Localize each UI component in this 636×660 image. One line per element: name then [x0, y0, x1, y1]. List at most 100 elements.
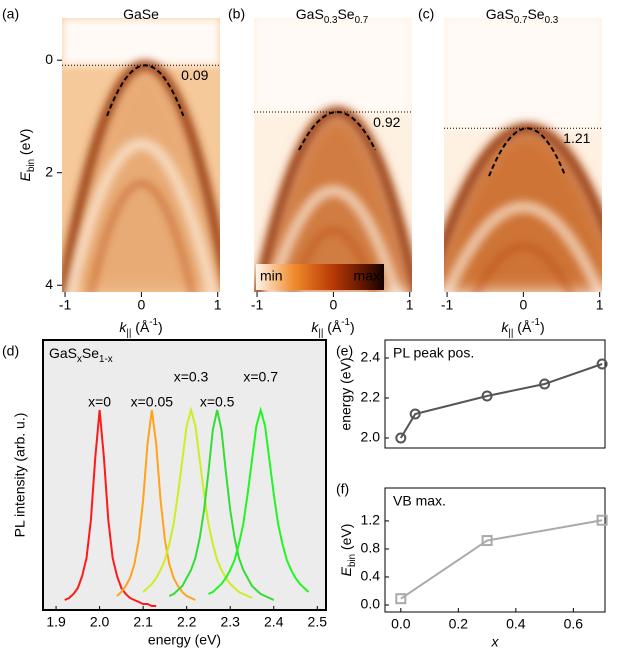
y-tick-label: 2.4: [361, 349, 381, 365]
panel-label: (b): [228, 6, 245, 22]
point: [481, 535, 493, 547]
panel-title-part: x: [77, 354, 82, 365]
arpes-image: [62, 18, 220, 292]
x-tick-label: -1: [59, 297, 72, 313]
x-tick-label: 0.2: [449, 616, 469, 632]
x-tick-label: 1: [406, 297, 414, 313]
x-tick-label: 0: [519, 297, 527, 313]
panel-label: (d): [2, 343, 19, 359]
image-top: [254, 18, 412, 112]
x-axis-label-part: ): [350, 319, 355, 335]
x-tick-label: 0.0: [391, 616, 411, 632]
panel-label: (f): [336, 481, 349, 497]
panel-title-part: Se: [82, 345, 99, 361]
point: [596, 514, 608, 526]
panel-title-part: Se: [337, 6, 354, 22]
y-tick-label: 2.2: [361, 389, 381, 405]
panel-title-part: 0.3: [324, 15, 338, 26]
x-tick-label: 2.3: [220, 614, 240, 630]
series-line: [399, 363, 603, 439]
x-tick-label: 0.4: [506, 616, 526, 632]
series-line: [168, 409, 275, 601]
y-axis-label-part: bin: [347, 554, 358, 567]
series-label: x=0: [88, 394, 111, 410]
panel-label: (e): [336, 343, 353, 359]
x-axis-label-part: -1: [531, 317, 540, 328]
y-tick-label: 0: [45, 51, 53, 67]
x-tick-label: 2.1: [133, 614, 153, 630]
panel-title-part: GaS: [486, 6, 514, 22]
band-inner: [444, 201, 602, 292]
vbm-label: 1.21: [563, 130, 590, 146]
band-fill: [62, 65, 220, 292]
y-tick-label: 1.2: [361, 512, 381, 528]
panel-title-part: GaSe: [123, 6, 159, 22]
x-axis-label-part: ||: [126, 328, 131, 339]
series-label: x=0.7: [243, 369, 278, 385]
panel-title: GaS0.3Se0.7: [296, 6, 368, 26]
series-line: [400, 519, 603, 600]
panel-title: GaSe: [123, 6, 159, 22]
x-axis-label-part: (Å: [131, 319, 150, 335]
colorbar-label: max: [354, 268, 380, 284]
series-label: x=0.05: [131, 394, 174, 410]
panel-title-part: Se: [527, 6, 544, 22]
band-inner: [64, 137, 219, 292]
vbm-fit: [106, 64, 185, 117]
x-axis-label: k|| (Å-1): [501, 317, 544, 339]
x-axis-label: k|| (Å-1): [311, 317, 354, 339]
y-axis-label-part: bin: [26, 159, 37, 172]
vbm-label: 0.09: [181, 67, 208, 83]
x-tick-label: 1.9: [46, 614, 66, 630]
panel-title: GaSxSe1-x: [49, 345, 113, 365]
x-axis-label-part: -1: [149, 317, 158, 328]
x-tick-label: 1: [214, 297, 222, 313]
image-top: [62, 18, 220, 66]
y-axis-label: Ebin (eV): [17, 129, 37, 182]
x-tick-label: 0: [329, 297, 337, 313]
panel-title-part: GaS: [296, 6, 324, 22]
vbm-fit: [298, 110, 377, 151]
x-axis-label: k|| (Å-1): [119, 317, 162, 339]
colorbar: [256, 264, 384, 290]
x-tick-label: 2.0: [90, 614, 110, 630]
y-axis-label-part: E: [338, 566, 354, 576]
x-tick-label: 2.4: [264, 614, 284, 630]
band-lower: [87, 180, 195, 292]
panel-title-part: 0.7: [514, 15, 528, 26]
point: [481, 390, 493, 402]
point: [395, 593, 407, 605]
panel-title-part: GaS: [49, 345, 77, 361]
x-axis-label-part: (Å: [513, 319, 532, 335]
point: [539, 378, 551, 390]
y-tick-label: 0.4: [361, 568, 381, 584]
arpes-image: [254, 18, 412, 292]
image-top: [444, 18, 602, 129]
series-line: [142, 406, 253, 599]
x-axis-label-part: ): [158, 319, 163, 335]
vbm-label: 0.92: [373, 114, 400, 130]
y-tick-label: 0.0: [361, 596, 381, 612]
y-tick-label: 2: [45, 163, 53, 179]
panel-label: (c): [418, 6, 434, 22]
point: [409, 408, 421, 420]
x-axis-label-part: (Å: [323, 319, 342, 335]
x-tick-label: -1: [251, 297, 264, 313]
y-tick-label: 2.0: [361, 429, 381, 445]
vbm-fit: [488, 127, 567, 177]
band: [62, 60, 220, 292]
series-line: [116, 409, 196, 601]
x-axis-label-part: ||: [508, 328, 513, 339]
x-tick-label: 2.5: [308, 614, 328, 630]
x-axis-label-part: k: [501, 319, 509, 335]
y-axis-label-part: E: [17, 171, 33, 181]
series-label: x=0.5: [200, 394, 235, 410]
y-axis-label: Ebin (eV): [338, 524, 358, 577]
panel-title-part: 0.7: [355, 15, 369, 26]
plot-frame: [384, 487, 606, 613]
panel-title-part: 1-x: [99, 354, 113, 365]
panel-label: (a): [2, 6, 19, 22]
x-axis-label-part: k: [311, 319, 319, 335]
x-axis-label-part: k: [119, 319, 127, 335]
